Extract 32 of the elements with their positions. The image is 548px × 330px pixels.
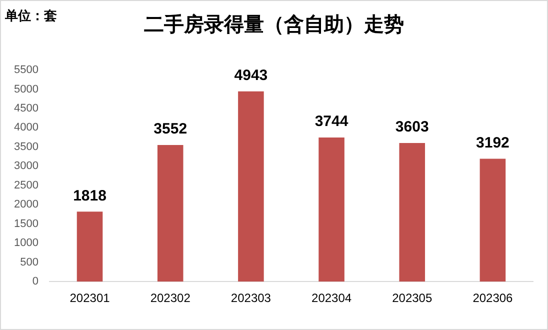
data-label: 3603 (395, 118, 429, 136)
x-tick-label: 202305 (392, 291, 432, 306)
y-tick-label: 3500 (14, 140, 38, 153)
x-tick-label: 202304 (312, 291, 352, 306)
y-tick-label: 500 (20, 256, 38, 268)
bar (157, 144, 184, 282)
y-tick-label: 1500 (14, 218, 38, 230)
data-label: 3744 (314, 113, 349, 130)
data-label: 4943 (234, 67, 268, 84)
y-tick-label: 0 (32, 276, 38, 288)
bar (76, 212, 103, 282)
chart-title: 二手房录得量（含自助）走势 (144, 12, 404, 36)
data-label: 3552 (154, 120, 188, 138)
data-label: 3192 (476, 134, 510, 152)
y-tick-label: 4500 (14, 102, 38, 115)
y-tick-label: 5500 (14, 64, 38, 76)
bar (238, 91, 264, 282)
x-tick-label: 202301 (70, 291, 110, 306)
x-tick-label: 202303 (230, 291, 272, 306)
bar (318, 138, 344, 282)
bar (399, 142, 426, 282)
y-tick-label: 1000 (14, 237, 38, 250)
x-tick-label: 202306 (472, 291, 514, 306)
data-label: 1818 (73, 187, 106, 204)
y-tick-label: 2000 (14, 198, 38, 211)
x-tick-label: 202302 (150, 291, 191, 306)
bar (480, 158, 506, 282)
y-tick-label: 5000 (14, 83, 38, 96)
text: 单位：套 (5, 8, 57, 25)
y-tick-label: 3000 (14, 160, 38, 172)
y-tick-label: 2500 (14, 179, 38, 192)
y-tick-label: 4000 (14, 122, 38, 134)
